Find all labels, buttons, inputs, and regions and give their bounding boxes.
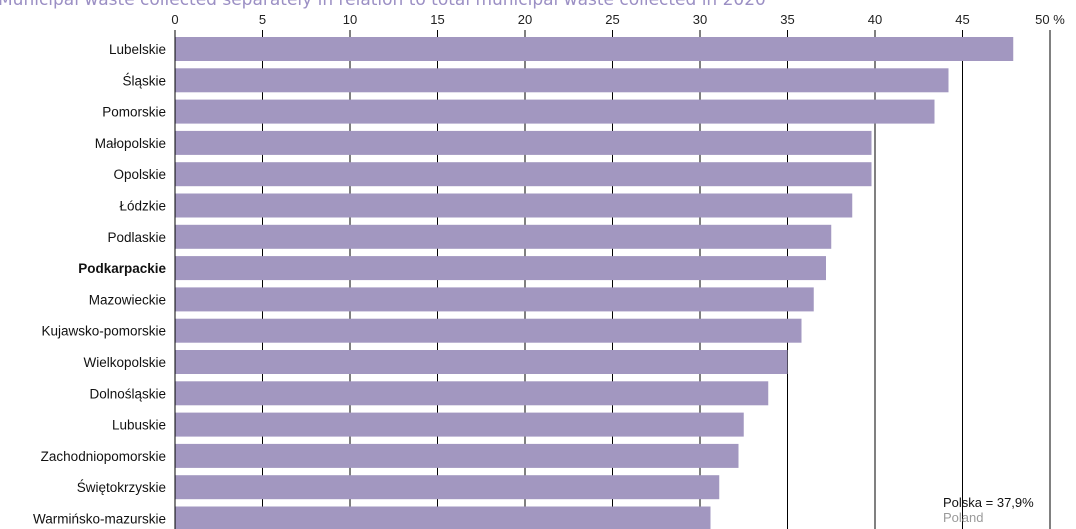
bar (175, 130, 872, 155)
category-label: Małopolskie (95, 136, 166, 151)
category-label: Mazowieckie (89, 292, 166, 307)
x-tick-label: 15 (430, 12, 444, 27)
category-label: Podkarpackie (78, 261, 166, 276)
category-label: Podlaskie (107, 230, 166, 245)
x-axis-ticks: 0 5 10 15 20 25 30 35 40 45 50 % (171, 12, 1065, 27)
bar (175, 256, 826, 281)
category-label: Świętokrzyskie (77, 480, 166, 495)
reference-sublabel: Poland (943, 510, 983, 525)
category-label: Pomorskie (102, 105, 166, 120)
category-label: Lubelskie (109, 42, 166, 57)
bar (175, 350, 788, 374)
category-label: Dolnośląskie (89, 386, 166, 401)
category-label: Zachodniopomorskie (41, 449, 166, 464)
bar (175, 506, 711, 529)
x-tick-label: 45 (955, 12, 969, 27)
category-label: Opolskie (113, 167, 166, 182)
bar (175, 68, 949, 93)
x-tick-label: 20 (518, 12, 532, 27)
bar (175, 193, 853, 218)
x-tick-label: 10 (343, 12, 357, 27)
x-tick-label: 50 % (1035, 12, 1065, 27)
category-label: Śląskie (122, 73, 166, 88)
bar (175, 99, 935, 124)
bar (175, 224, 832, 249)
category-label: Wielkopolskie (83, 355, 166, 370)
bar (175, 412, 744, 437)
category-label: Warmińsko-mazurskie (33, 512, 166, 527)
category-label: Kujawsko-pomorskie (41, 324, 166, 339)
category-labels: Lubelskie Śląskie Pomorskie Małopolskie Opol… (33, 42, 167, 527)
category-label: Lubuskie (112, 418, 166, 433)
x-tick-label: 25 (605, 12, 619, 27)
x-tick-label: 40 (868, 12, 882, 27)
bar (175, 443, 739, 468)
bar (175, 162, 872, 187)
bar (175, 381, 769, 406)
x-tick-label: 35 (780, 12, 794, 27)
x-tick-label: 5 (259, 12, 266, 27)
category-label: Łódzkie (119, 199, 166, 214)
bar (175, 37, 1014, 61)
reference-label: Polska = 37,9% (943, 495, 1034, 510)
bars (175, 37, 1014, 529)
x-tick-label: 0 (171, 12, 178, 27)
chart-title: Municipal waste collected separately in … (0, 0, 766, 10)
x-tick-label: 30 (693, 12, 707, 27)
bar (175, 318, 802, 343)
bar (175, 475, 720, 500)
bar (175, 287, 814, 312)
